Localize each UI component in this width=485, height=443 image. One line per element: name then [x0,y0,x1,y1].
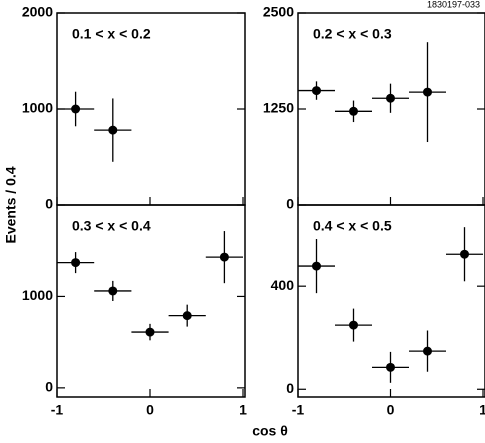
data-point [460,249,469,259]
figure-id: 1830197-033 [427,0,480,9]
data-point [108,125,118,135]
y-tick-label: 0 [45,196,53,212]
data-point [71,104,81,114]
y-tick-label: 2000 [22,4,53,20]
y-axis-label: Events / 0.4 [3,166,19,243]
y-tick-label: 400 [271,277,295,293]
x-tick-label: -1 [51,402,64,418]
x-tick-label: 1 [239,402,247,418]
panel-title: 0.1 < x < 0.2 [72,26,151,42]
x-tick-label: -1 [292,402,305,418]
panel-frame [297,204,485,398]
x-axis-label: cos θ [252,423,288,439]
data-point [386,362,395,372]
data-point [423,87,432,97]
data-point [349,320,358,330]
x-tick-label: 1 [479,402,485,418]
y-tick-label: 1000 [22,100,53,116]
y-tick-label: 1000 [22,287,53,303]
data-point [145,327,155,337]
panel-title: 0.4 < x < 0.5 [313,218,392,234]
x-tick-label: 0 [387,402,395,418]
data-point [312,86,321,96]
panel-title: 0.3 < x < 0.4 [72,218,151,234]
y-tick-label: 0 [45,379,53,395]
panel-frame [297,12,485,206]
panel-frame [56,204,246,398]
data-point [182,311,192,321]
data-point [312,261,321,271]
data-point [423,346,432,356]
panel-title: 0.2 < x < 0.3 [313,26,392,42]
y-tick-label: 0 [286,380,294,396]
y-tick-label: 2500 [263,4,294,20]
data-point [71,258,81,268]
data-point [349,106,358,116]
x-tick-label: 0 [146,402,154,418]
y-tick-label: 1250 [263,100,294,116]
data-point [108,286,118,296]
data-point [219,252,229,262]
y-tick-label: 0 [286,196,294,212]
data-point [386,93,395,103]
